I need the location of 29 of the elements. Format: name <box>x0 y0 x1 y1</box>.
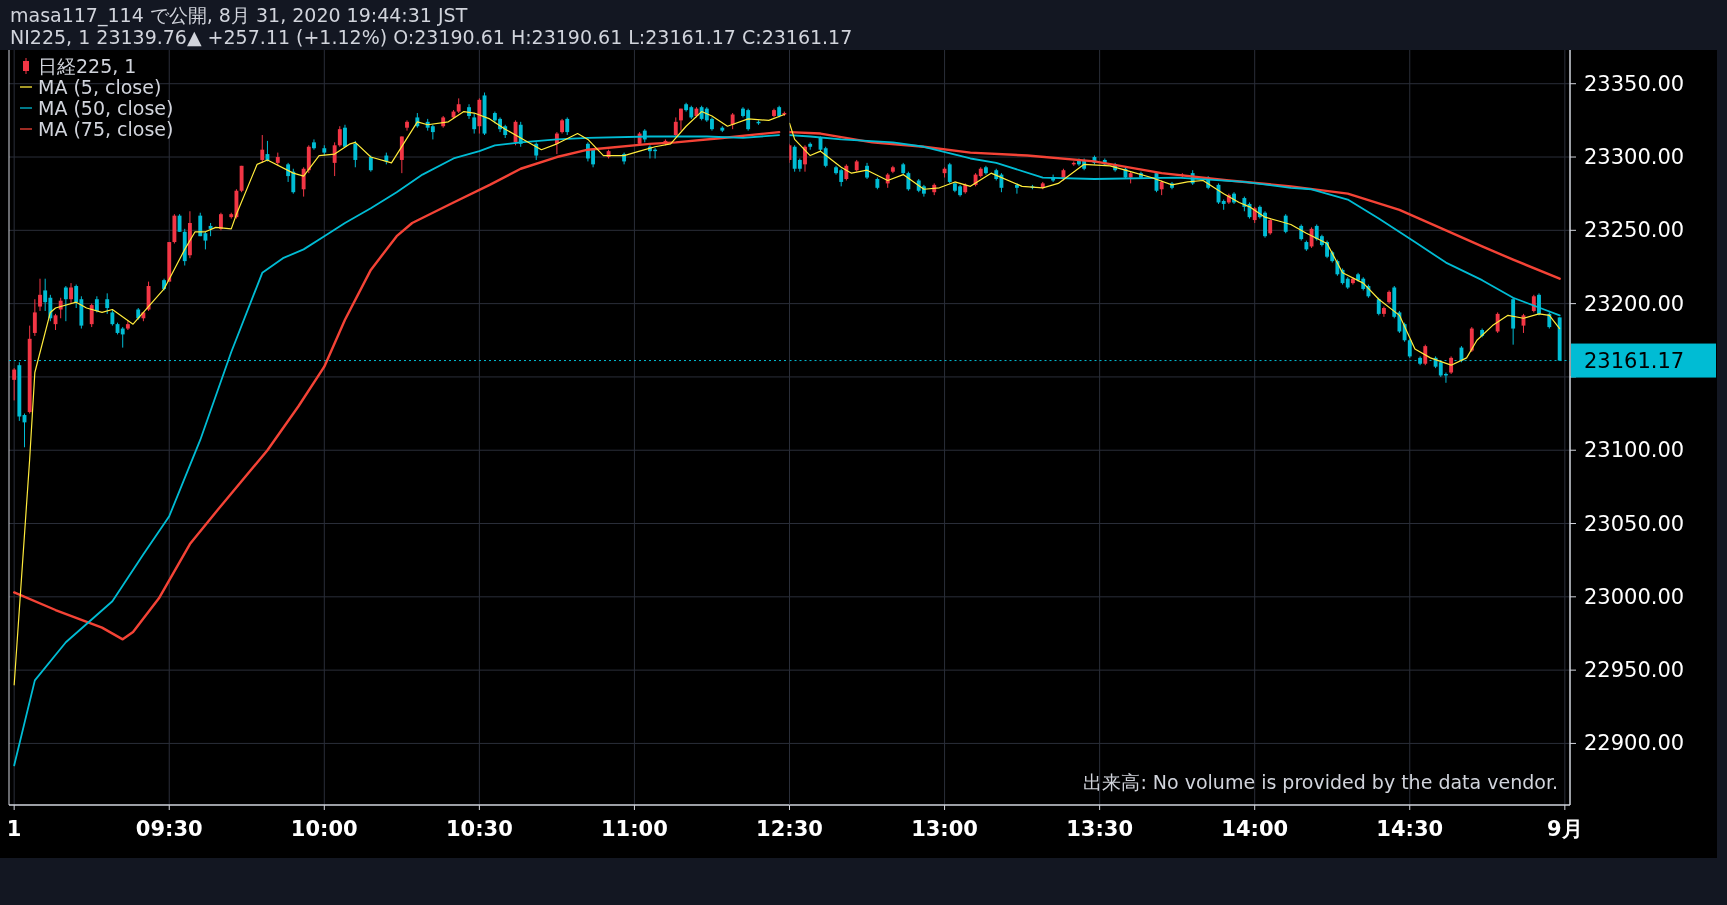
y-tick-label: 22950.00 <box>1584 658 1685 683</box>
annotation: 出来高: No volume is provided by the data vendor. <box>1083 771 1558 793</box>
y-tick-label: 23000.00 <box>1584 584 1685 609</box>
legend-label: 日経225, 1 <box>38 55 137 77</box>
chart-subtitle: NI225, 1 23139.76▲ +257.11 (+1.12%) O:23190.61 H:23190.61 L:23161.17 C:23161.17 <box>10 26 853 48</box>
y-tick-label: 22900.00 <box>1584 731 1685 756</box>
y-tick-label: 23050.00 <box>1584 511 1685 536</box>
y-tick-label: 23200.00 <box>1584 291 1685 316</box>
y-tick-label: 23250.00 <box>1584 218 1685 243</box>
legend-label: MA (75, close) <box>38 118 174 140</box>
x-tick-label: 09:30 <box>135 817 203 841</box>
y-tick-label: 23350.00 <box>1584 71 1685 96</box>
price-label: 23161.17 <box>1571 343 1716 378</box>
x-tick-label: 11:00 <box>601 817 668 841</box>
ref-line-label: 23161.17 <box>1584 348 1685 373</box>
chart-title: masa117_114 で公開, 8月 31, 2020 19:44:31 JST <box>10 4 468 27</box>
x-tick-label: 13:00 <box>911 817 978 841</box>
x-tick-label: 9月 <box>1547 817 1583 841</box>
x-tick-label: 14:00 <box>1221 817 1289 841</box>
x-tick-label: 13:30 <box>1066 817 1134 841</box>
legend-label: MA (50, close) <box>38 97 174 119</box>
x-tick-label: 10:00 <box>290 817 358 841</box>
x-tick-label: 1 <box>6 817 22 841</box>
legend-label: MA (5, close) <box>38 76 162 98</box>
y-tick-label: 23100.00 <box>1584 438 1685 463</box>
x-tick-label: 10:30 <box>445 817 513 841</box>
x-tick-label: 14:30 <box>1376 817 1444 841</box>
y-tick-label: 23300.00 <box>1584 145 1685 170</box>
x-tick-label: 12:30 <box>756 817 823 841</box>
